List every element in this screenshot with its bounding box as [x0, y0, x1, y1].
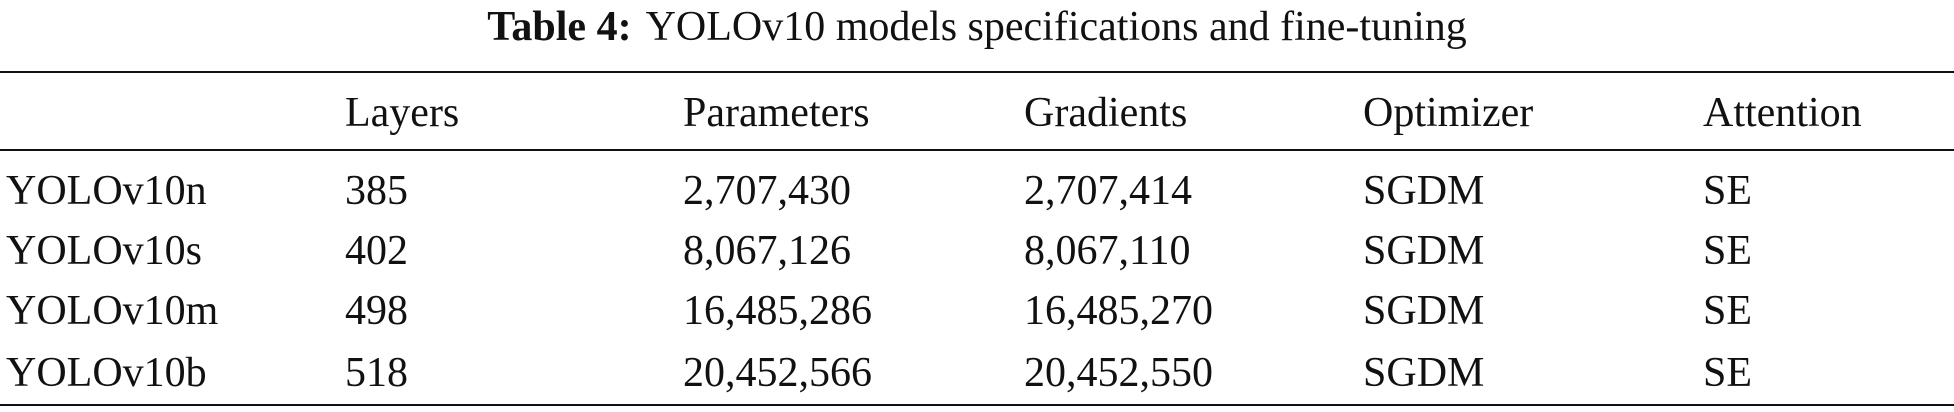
table-cell: 518 — [345, 350, 408, 396]
table-cell: SE — [1703, 288, 1753, 334]
column-header: Gradients — [1024, 90, 1188, 136]
column-header: Parameters — [683, 90, 870, 136]
table-cell: SGDM — [1363, 350, 1485, 396]
table-cell: 385 — [345, 168, 408, 214]
table-caption: Table 4: YOLOv10 models specifications an… — [0, 6, 1954, 48]
row-header: YOLOv10n — [6, 168, 207, 214]
table-cell: 16,485,286 — [683, 288, 872, 334]
caption-title: YOLOv10 models specifications and fine-t… — [645, 4, 1467, 50]
row-header: YOLOv10b — [6, 350, 207, 396]
table-cell: 20,452,550 — [1024, 350, 1213, 396]
row-header: YOLOv10s — [6, 228, 202, 274]
top-rule — [0, 71, 1954, 73]
table-cell: SGDM — [1363, 288, 1485, 334]
table-cell: 8,067,126 — [683, 228, 851, 274]
bottom-rule — [0, 404, 1954, 406]
header-rule — [0, 149, 1954, 151]
table-cell: SGDM — [1363, 228, 1485, 274]
table-cell: SE — [1703, 228, 1753, 274]
caption-label: Table 4: — [487, 4, 632, 50]
table-cell: SE — [1703, 168, 1753, 214]
column-header: Optimizer — [1363, 90, 1534, 136]
table-cell: 2,707,430 — [683, 168, 851, 214]
table-cell: 402 — [345, 228, 408, 274]
table-cell: 498 — [345, 288, 408, 334]
table-cell: SE — [1703, 350, 1753, 396]
table-cell: 16,485,270 — [1024, 288, 1213, 334]
table-cell: 20,452,566 — [683, 350, 872, 396]
table-cell: SGDM — [1363, 168, 1485, 214]
row-header: YOLOv10m — [6, 288, 219, 334]
table-cell: 2,707,414 — [1024, 168, 1192, 214]
column-header: Attention — [1703, 90, 1862, 136]
table-cell: 8,067,110 — [1024, 228, 1191, 274]
column-header: Layers — [345, 90, 460, 136]
